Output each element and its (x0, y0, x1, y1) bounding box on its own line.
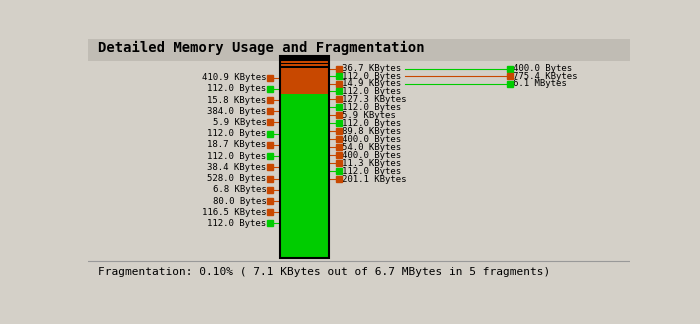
Text: 89.8 KBytes: 89.8 KBytes (342, 127, 402, 136)
Text: 528.0 Bytes: 528.0 Bytes (207, 174, 267, 183)
Text: 38.4 KBytes: 38.4 KBytes (207, 163, 267, 172)
Text: 201.1 KBytes: 201.1 KBytes (342, 175, 407, 184)
Bar (280, 56, 329, 259)
Text: 112.0 Bytes: 112.0 Bytes (342, 167, 402, 176)
Text: 5.9 KBytes: 5.9 KBytes (342, 111, 396, 120)
Text: 14.9 KBytes: 14.9 KBytes (342, 79, 402, 88)
Bar (280, 64, 329, 66)
Text: 400.0 Bytes: 400.0 Bytes (342, 151, 402, 160)
Text: 6.1 MBytes: 6.1 MBytes (513, 79, 567, 88)
Text: 6.8 KBytes: 6.8 KBytes (213, 185, 267, 194)
Text: 112.0 Bytes: 112.0 Bytes (342, 119, 402, 128)
Text: Fragmentation: 0.10% ( 7.1 KBytes out of 6.7 MBytes in 5 fragments): Fragmentation: 0.10% ( 7.1 KBytes out of… (98, 267, 551, 277)
Bar (280, 68, 329, 94)
Text: 112.0 Bytes: 112.0 Bytes (342, 103, 402, 112)
Text: 127.3 KBytes: 127.3 KBytes (342, 95, 407, 104)
Bar (280, 94, 329, 259)
Text: 5.9 KBytes: 5.9 KBytes (213, 118, 267, 127)
Text: 112.0 Bytes: 112.0 Bytes (207, 219, 267, 228)
Text: 400.0 Bytes: 400.0 Bytes (513, 64, 573, 73)
Text: 775.4 KBytes: 775.4 KBytes (513, 72, 578, 81)
Text: 116.5 KBytes: 116.5 KBytes (202, 208, 267, 217)
Text: 112.0 Bytes: 112.0 Bytes (342, 72, 402, 81)
Text: 18.7 KBytes: 18.7 KBytes (207, 140, 267, 149)
Text: 80.0 Bytes: 80.0 Bytes (213, 197, 267, 205)
FancyBboxPatch shape (88, 39, 630, 61)
Text: 36.7 KBytes: 36.7 KBytes (342, 64, 402, 73)
Bar (280, 63, 329, 64)
Text: 15.8 KBytes: 15.8 KBytes (207, 96, 267, 105)
Bar (280, 66, 329, 68)
Text: 54.0 KBytes: 54.0 KBytes (342, 143, 402, 152)
Text: Detailed Memory Usage and Fragmentation: Detailed Memory Usage and Fragmentation (98, 40, 425, 55)
Bar (280, 56, 329, 61)
Bar (280, 61, 329, 63)
Text: 112.0 Bytes: 112.0 Bytes (207, 129, 267, 138)
Text: 11.3 KBytes: 11.3 KBytes (342, 159, 402, 168)
Text: 384.0 Bytes: 384.0 Bytes (207, 107, 267, 116)
Text: 112.0 Bytes: 112.0 Bytes (207, 152, 267, 161)
Text: 112.0 Bytes: 112.0 Bytes (207, 84, 267, 93)
Text: 400.0 Bytes: 400.0 Bytes (342, 135, 402, 144)
Text: 112.0 Bytes: 112.0 Bytes (342, 87, 402, 96)
Text: 410.9 KBytes: 410.9 KBytes (202, 73, 267, 82)
